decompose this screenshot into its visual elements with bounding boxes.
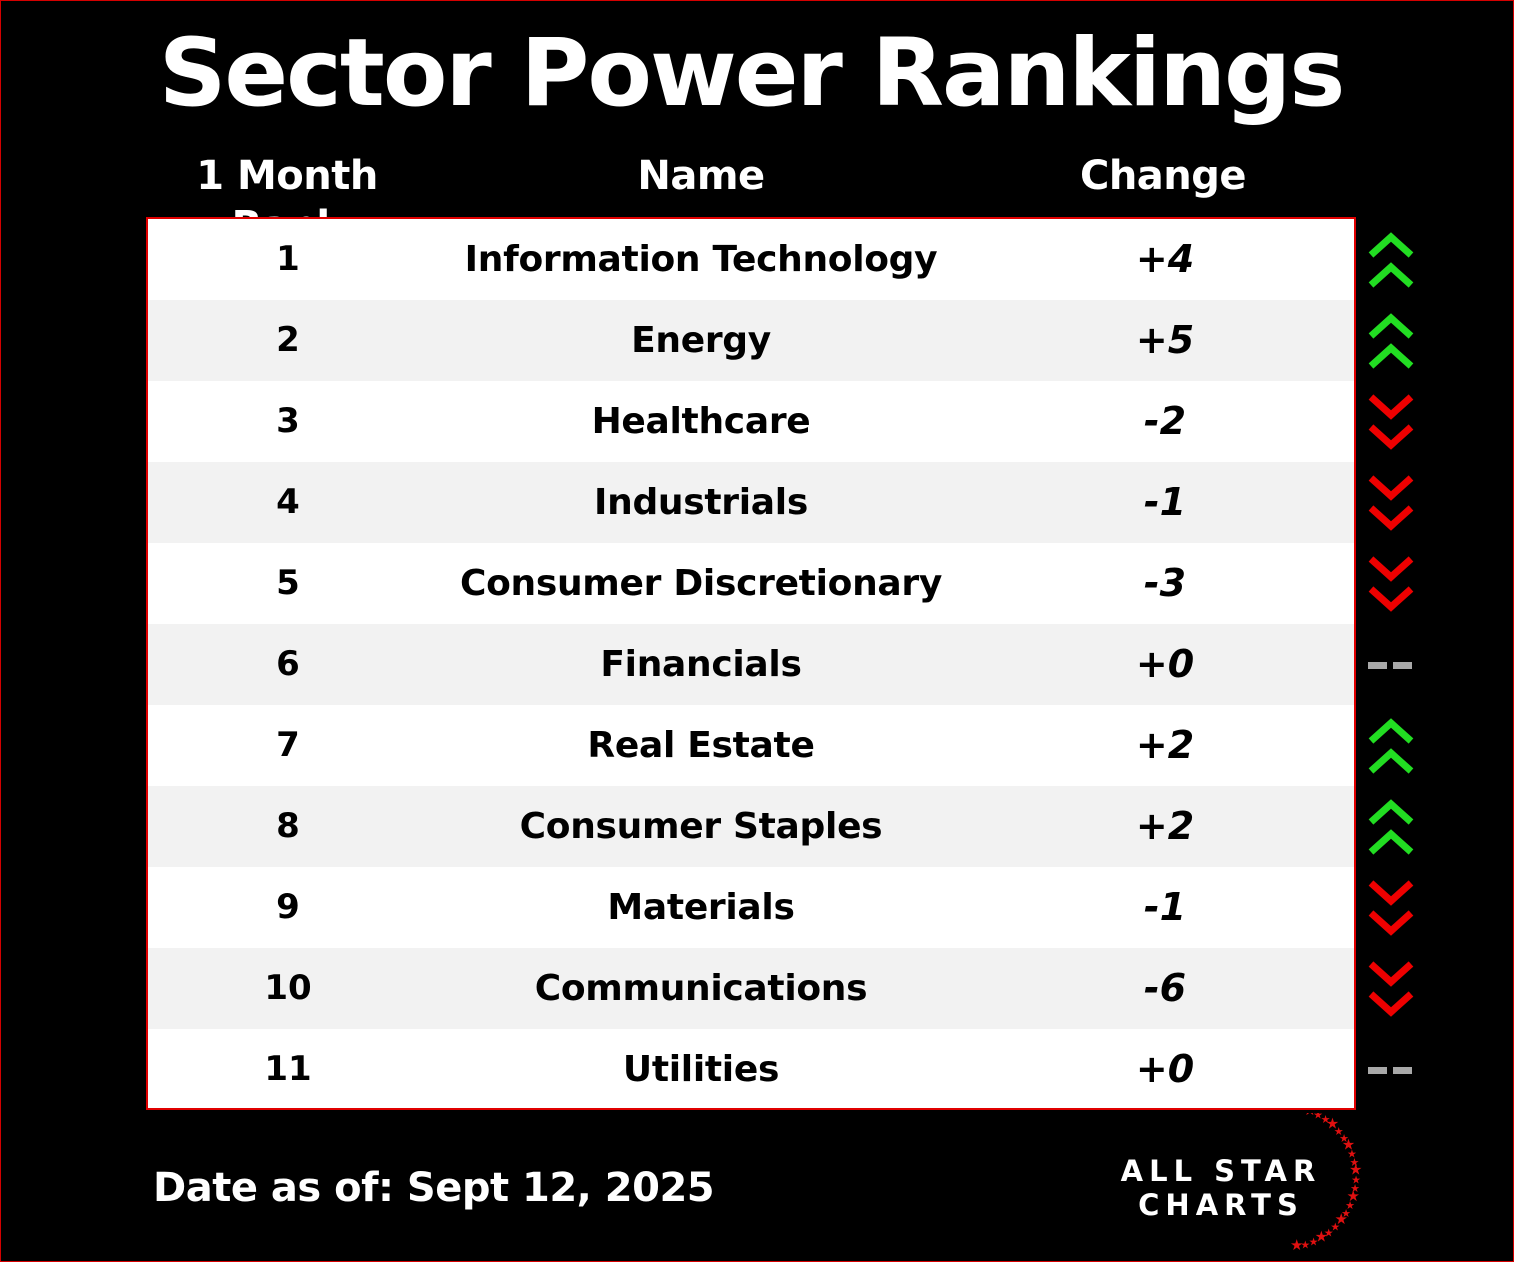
rankings-table: 1 Information Technology +4 2 Energy +5 3 Healt… <box>146 217 1356 1110</box>
rank-cell: 1 <box>276 239 300 279</box>
table-row: 11 Utilities +0 <box>148 1029 1354 1110</box>
double-chevron-up-icon <box>1363 227 1419 293</box>
table-row: 3 Healthcare -2 <box>148 381 1354 462</box>
table-row: 4 Industrials -1 <box>148 462 1354 543</box>
svg-text:★: ★ <box>1350 1182 1360 1195</box>
change-cell: +2 <box>1135 804 1195 848</box>
column-header-change: Change <box>1079 153 1247 199</box>
rank-cell: 4 <box>276 482 300 522</box>
double-chevron-down-icon <box>1363 875 1419 941</box>
table-row: 7 Real Estate +2 <box>148 705 1354 786</box>
change-cell: +4 <box>1135 237 1195 281</box>
rank-cell: 8 <box>276 806 300 846</box>
svg-text:★: ★ <box>1339 1132 1349 1145</box>
rank-cell: 9 <box>276 887 300 927</box>
svg-text:★: ★ <box>1324 1227 1334 1240</box>
svg-text:★: ★ <box>1330 1221 1340 1234</box>
svg-text:★: ★ <box>1346 1187 1359 1205</box>
sector-name-cell: Energy <box>631 320 771 361</box>
svg-text:★: ★ <box>1313 1113 1323 1122</box>
rank-cell: 11 <box>264 1049 312 1089</box>
change-cell: -1 <box>1143 480 1187 524</box>
table-row: 10 Communications -6 <box>148 948 1354 1029</box>
sector-name-cell: Consumer Discretionary <box>459 563 943 604</box>
date-label: Date as of: Sept 12, 2025 <box>153 1165 715 1211</box>
svg-text:★: ★ <box>1334 1125 1344 1138</box>
table-row: 1 Information Technology +4 <box>148 219 1354 300</box>
table-row: 2 Energy +5 <box>148 300 1354 381</box>
svg-text:★: ★ <box>1349 1156 1359 1169</box>
rank-cell: 7 <box>276 725 300 765</box>
svg-text:★: ★ <box>1341 1207 1351 1220</box>
change-cell: +5 <box>1135 318 1195 362</box>
svg-text:★: ★ <box>1300 1238 1310 1251</box>
svg-text:★: ★ <box>1351 1173 1361 1186</box>
sector-name-cell: Industrials <box>594 482 808 523</box>
svg-text:★: ★ <box>1349 1161 1362 1179</box>
double-chevron-up-icon <box>1363 308 1419 374</box>
logo-star-ring: ★★★★★★★★★★★★★★★★★★★★★★ <box>1290 1101 1362 1254</box>
table-row: 5 Consumer Discretionary -3 <box>148 543 1354 624</box>
change-cell: -2 <box>1143 399 1187 443</box>
double-dash-icon <box>1363 632 1419 698</box>
rank-cell: 6 <box>276 644 300 684</box>
table-row: 8 Consumer Staples +2 <box>148 786 1354 867</box>
sector-name-cell: Consumer Staples <box>519 806 883 847</box>
double-chevron-down-icon <box>1363 551 1419 617</box>
svg-text:★: ★ <box>1326 1115 1339 1133</box>
page-title: Sector Power Rankings <box>158 19 1346 128</box>
svg-text:★: ★ <box>1347 1148 1357 1161</box>
double-chevron-down-icon <box>1363 956 1419 1022</box>
svg-text:★: ★ <box>1345 1199 1355 1212</box>
svg-text:★: ★ <box>1321 1113 1331 1126</box>
logo-text-line1: ALL STAR <box>1120 1154 1322 1188</box>
sector-name-cell: Healthcare <box>591 401 811 442</box>
table-row: 6 Financials +0 <box>148 624 1354 705</box>
sector-name-cell: Utilities <box>622 1049 780 1090</box>
svg-text:★: ★ <box>1290 1236 1303 1253</box>
all-star-charts-logo: ★★★★★★★★★★★★★★★★★★★★★★ ALL STAR CHARTS <box>1111 1101 1371 1254</box>
change-cell: -1 <box>1143 885 1187 929</box>
svg-text:★: ★ <box>1309 1235 1319 1248</box>
table-row: 9 Materials -1 <box>148 867 1354 948</box>
logo-text-line2: CHARTS <box>1138 1188 1304 1222</box>
change-cell: +0 <box>1135 1047 1195 1091</box>
change-cell: -6 <box>1143 966 1187 1010</box>
double-dash-icon <box>1363 1037 1419 1103</box>
rank-cell: 2 <box>276 320 300 360</box>
change-cell: -3 <box>1143 561 1187 605</box>
change-cell: +0 <box>1135 642 1195 686</box>
rank-cell: 5 <box>276 563 300 603</box>
sector-name-cell: Materials <box>607 887 795 928</box>
sector-name-cell: Communications <box>534 968 868 1009</box>
sector-name-cell: Financials <box>600 644 802 685</box>
change-cell: +2 <box>1135 723 1195 767</box>
sector-name-cell: Real Estate <box>587 725 815 766</box>
double-chevron-down-icon <box>1363 389 1419 455</box>
sector-name-cell: Information Technology <box>464 239 938 280</box>
double-chevron-up-icon <box>1363 713 1419 779</box>
svg-text:★: ★ <box>1342 1135 1355 1153</box>
svg-text:★: ★ <box>1334 1210 1347 1228</box>
double-chevron-up-icon <box>1363 794 1419 860</box>
double-chevron-down-icon <box>1363 470 1419 536</box>
rank-cell: 10 <box>264 968 312 1008</box>
rank-cell: 3 <box>276 401 300 441</box>
column-header-name: Name <box>637 153 765 199</box>
svg-text:★: ★ <box>1315 1227 1328 1245</box>
